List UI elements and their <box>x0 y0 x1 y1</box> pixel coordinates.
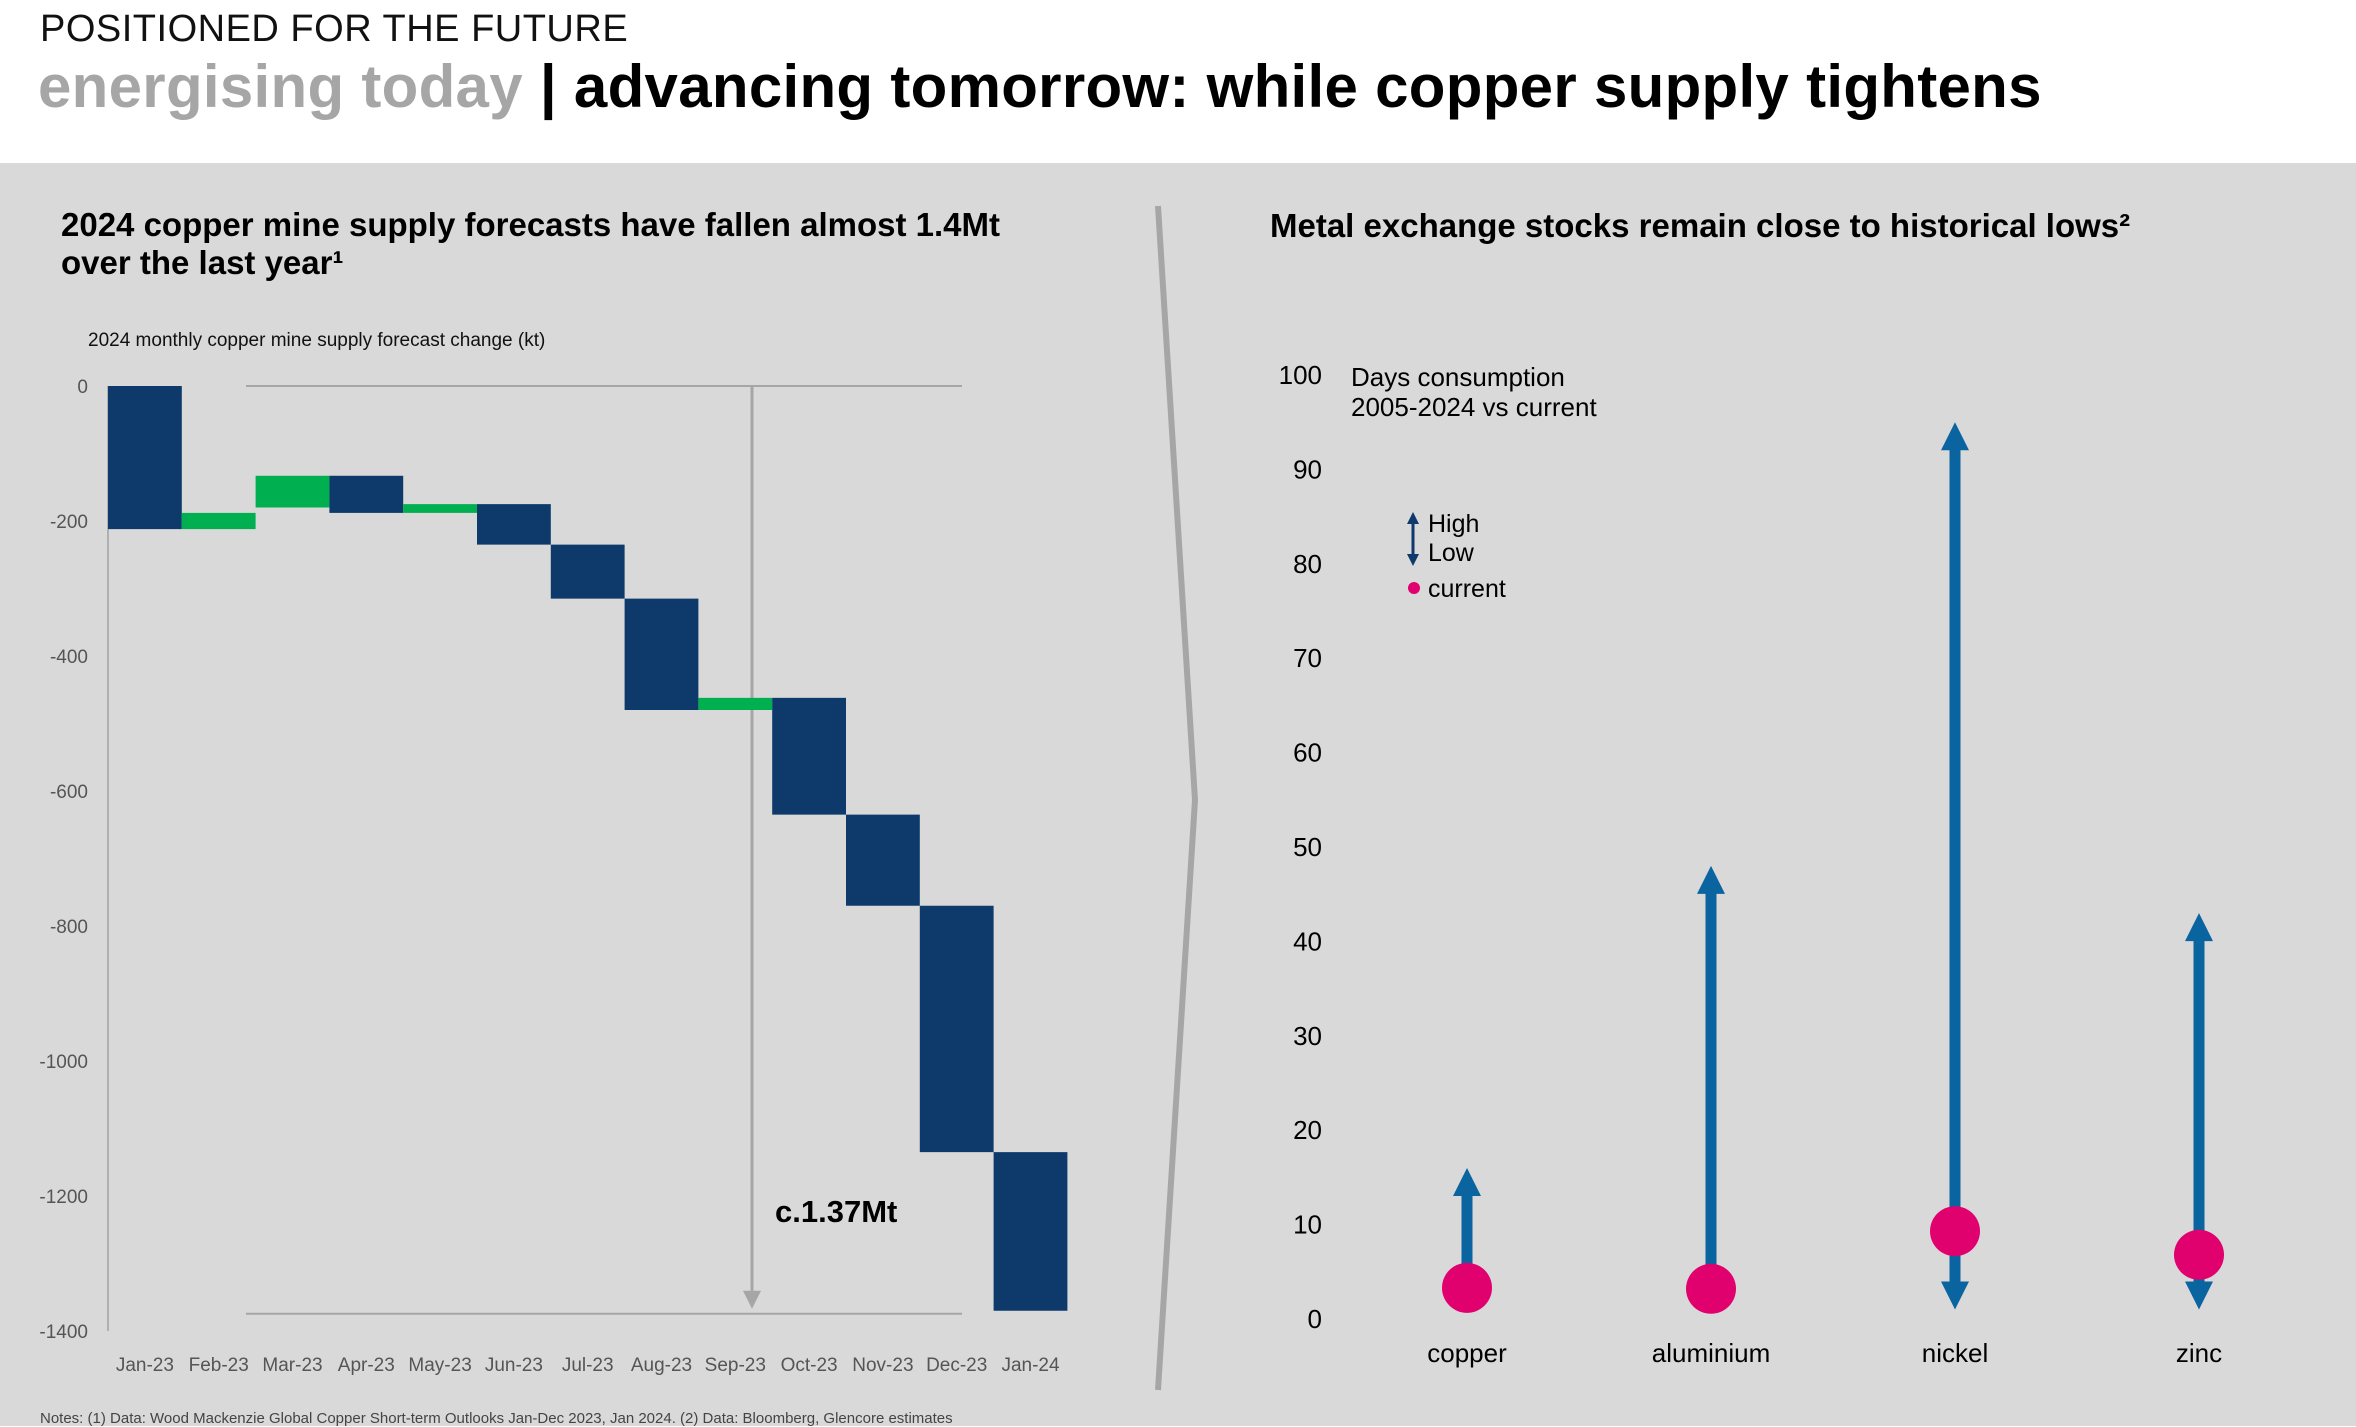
range-y-tick-label: 0 <box>1308 1304 1322 1334</box>
range-high-arrow-head <box>1697 865 1725 894</box>
waterfall-x-tick-label: May-23 <box>408 1355 471 1376</box>
range-y-tick-label: 40 <box>1293 926 1322 956</box>
range-x-tick-label: copper <box>1427 1338 1507 1368</box>
legend-current-label: current <box>1428 575 1506 603</box>
waterfall-bar <box>181 512 256 530</box>
range-high-arrow-head <box>2185 913 2213 942</box>
range-x-tick-label: zinc <box>2176 1338 2222 1368</box>
range-subtitle-line2: 2005-2024 vs current <box>1351 392 1597 422</box>
waterfall-x-tick-label: Oct-23 <box>781 1355 838 1376</box>
range-chart-title: Metal exchange stocks remain close to hi… <box>1270 207 2131 244</box>
range-y-tick-label: 30 <box>1293 1021 1322 1051</box>
waterfall-x-tick-label: Jul-23 <box>562 1355 614 1376</box>
legend-high-arrow-head <box>1407 512 1419 524</box>
waterfall-y-tick-label: -400 <box>50 647 88 668</box>
range-low-arrow-head <box>2185 1281 2213 1310</box>
legend-current-marker <box>1408 582 1420 594</box>
range-y-tick-label: 90 <box>1293 454 1322 484</box>
range-x-tick-label: aluminium <box>1652 1338 1771 1368</box>
range-x-tick-label: nickel <box>1922 1338 1988 1368</box>
page-title-black: | advancing tomorrow: while copper suppl… <box>522 53 2042 120</box>
waterfall-bar <box>550 544 625 599</box>
waterfall-x-tick-label: Jun-23 <box>485 1355 543 1376</box>
waterfall-y-tick-label: -600 <box>50 782 88 803</box>
range-current-marker <box>1686 1263 1736 1314</box>
waterfall-bar <box>477 504 551 545</box>
waterfall-x-tick-label: Mar-23 <box>262 1355 322 1376</box>
waterfall-bar <box>255 475 330 508</box>
range-low-arrow-head <box>1941 1281 1969 1310</box>
waterfall-x-tick-label: Sep-23 <box>705 1355 766 1376</box>
waterfall-y-tick-label: -1000 <box>39 1052 88 1073</box>
range-current-marker <box>2174 1229 2224 1280</box>
range-high-arrow-head <box>1941 422 1969 451</box>
waterfall-bar <box>329 475 404 513</box>
waterfall-x-tick-label: Aug-23 <box>631 1355 692 1376</box>
legend-high-label: High <box>1428 510 1479 538</box>
range-y-tick-label: 70 <box>1293 643 1322 673</box>
waterfall-x-tick-label: Apr-23 <box>338 1355 395 1376</box>
waterfall-x-tick-label: Nov-23 <box>852 1355 913 1376</box>
range-y-tick-label: 80 <box>1293 549 1322 579</box>
header-kicker: POSITIONED FOR THE FUTURE <box>40 8 629 50</box>
range-current-marker <box>1442 1262 1492 1313</box>
waterfall-bar <box>403 504 477 513</box>
waterfall-bar <box>919 905 994 1153</box>
waterfall-y-axis-label: 2024 monthly copper mine supply forecast… <box>88 330 545 351</box>
range-y-tick-label: 10 <box>1293 1210 1322 1240</box>
range-current-marker <box>1930 1206 1980 1257</box>
waterfall-bar <box>846 814 920 906</box>
waterfall-y-tick-label: -1200 <box>39 1187 88 1208</box>
waterfall-total-annotation: c.1.37Mt <box>775 1194 897 1229</box>
waterfall-x-tick-label: Jan-23 <box>116 1355 174 1376</box>
waterfall-y-tick-label: -800 <box>50 917 88 938</box>
waterfall-y-tick-label: -1400 <box>39 1322 88 1343</box>
page-title: energising today | advancing tomorrow: w… <box>38 52 2042 121</box>
waterfall-bar <box>993 1152 1068 1311</box>
waterfall-y-tick-label: -200 <box>50 512 88 533</box>
waterfall-chart-title: 2024 copper mine supply forecasts have f… <box>61 206 1000 282</box>
footnote: Notes: (1) Data: Wood Mackenzie Global C… <box>40 1410 953 1427</box>
waterfall-bar <box>108 386 182 530</box>
waterfall-bar <box>772 697 846 815</box>
waterfall-x-tick-label: Dec-23 <box>926 1355 987 1376</box>
legend-low-arrow-head <box>1407 554 1419 566</box>
range-high-arrow-head <box>1453 1167 1481 1196</box>
waterfall-bar <box>698 697 773 710</box>
waterfall-y-tick-label: 0 <box>77 377 88 398</box>
range-subtitle-line1: Days consumption <box>1351 362 1565 392</box>
range-y-tick-label: 50 <box>1293 832 1322 862</box>
legend-low-label: Low <box>1428 539 1475 567</box>
waterfall-title-line2: over the last year¹ <box>61 244 344 281</box>
range-y-tick-label: 100 <box>1279 360 1322 390</box>
waterfall-x-tick-label: Feb-23 <box>189 1355 249 1376</box>
divider-chevron-line <box>1155 205 1199 1391</box>
waterfall-x-tick-label: Jan-24 <box>1001 1355 1060 1376</box>
range-y-tick-label: 60 <box>1293 738 1322 768</box>
range-y-tick-label: 20 <box>1293 1115 1322 1145</box>
waterfall-title-line1: 2024 copper mine supply forecasts have f… <box>61 206 1001 243</box>
waterfall-total-arrow-head <box>743 1290 761 1309</box>
page-title-grey: energising today <box>38 53 523 120</box>
waterfall-bar <box>624 598 699 710</box>
